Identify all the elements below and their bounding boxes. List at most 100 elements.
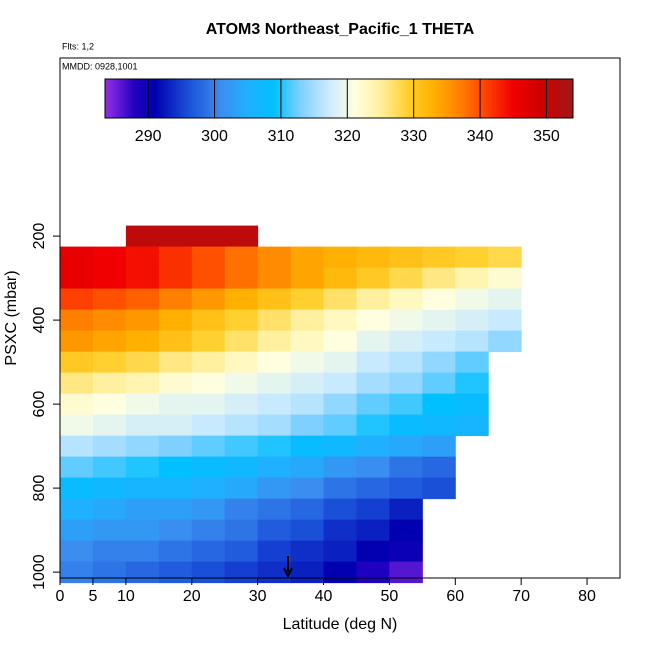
heatmap-cell [488,330,522,353]
heatmap-cell [158,225,193,248]
heatmap-cell [389,477,423,500]
heatmap-cell [92,309,127,332]
heatmap-cell [60,288,94,311]
heatmap-cell [191,225,226,248]
heatmap-cell [422,435,456,458]
heatmap-cell [323,456,357,479]
heatmap-cell [455,414,489,437]
heatmap-cell [92,372,127,395]
heatmap-cell [455,330,489,353]
heatmap-cell [125,435,160,458]
heatmap-cell [60,477,94,500]
heatmap-cell [158,414,193,437]
heatmap-cell [455,393,489,416]
heatmap-cell [323,267,357,290]
heatmap-cell [323,351,357,374]
heatmap-cell [158,540,193,563]
heatmap-cell [158,330,193,353]
heatmap-cell [92,561,127,584]
heatmap-cell [158,561,193,584]
heatmap-cell [356,246,390,269]
heatmap-cell [224,246,259,269]
heatmap-cell [191,435,226,458]
heatmap-cell [257,288,292,311]
x-tick-label: 20 [183,588,201,605]
heatmap-cell [191,456,226,479]
heatmap-cell [60,435,94,458]
heatmap-cell [125,267,160,290]
heatmap-cell [389,246,423,269]
heatmap-cell [158,309,193,332]
heatmap-cell [257,498,292,521]
heatmap-cell [389,561,423,584]
heatmap-cell [158,267,193,290]
heatmap-cell [158,435,193,458]
colorbar-tick-label: 350 [533,128,560,145]
heatmap-cell [60,309,94,332]
heatmap-cell [158,456,193,479]
colorbar [104,78,574,119]
colorbar-tick-label: 320 [334,128,361,145]
heatmap-cell [290,288,325,311]
heatmap-cell [224,519,259,542]
heatmap-cell [389,393,423,416]
heatmap-cell [158,498,193,521]
heatmap-cell [356,393,390,416]
heatmap-cell [389,456,423,479]
heatmap-cell [92,519,127,542]
heatmap-cell [125,477,160,500]
subtitle: Flts: 1,2 [62,41,94,51]
heatmap-cell [257,393,292,416]
heatmap-cell [60,246,94,269]
heatmap-cell [191,246,226,269]
y-tick-label: 1000 [31,554,48,590]
heatmap-cell [422,477,456,500]
heatmap-cell [92,540,127,563]
heatmap-cell [422,414,456,437]
heatmap-cell [389,498,423,521]
heatmap-cell [257,519,292,542]
heatmap-cell [224,330,259,353]
subtitle: MMDD: 0928,1001 [62,61,138,71]
heatmap-cell [191,309,226,332]
heatmap-cell [356,267,390,290]
heatmap-cell [191,267,226,290]
heatmap-cell [455,246,489,269]
heatmap-cell [125,246,160,269]
heatmap-cell [422,456,456,479]
colorbar-tick-label: 310 [268,128,295,145]
heatmap-cell [191,330,226,353]
heatmap-cell [125,561,160,584]
heatmap [60,225,522,584]
heatmap-cell [60,393,94,416]
heatmap-cell [356,351,390,374]
heatmap-cell [356,309,390,332]
heatmap-cell [356,435,390,458]
heatmap-cell [191,372,226,395]
heatmap-cell [356,561,390,584]
heatmap-cell [389,435,423,458]
heatmap-cell [389,540,423,563]
heatmap-cell [422,393,456,416]
heatmap-cell [290,414,325,437]
heatmap-cell [158,393,193,416]
heatmap-cell [323,498,357,521]
heatmap-cell [60,519,94,542]
heatmap-cell [290,561,325,584]
heatmap-cell [191,393,226,416]
heatmap-cell [323,414,357,437]
heatmap-cell [191,561,226,584]
x-tick-label: 80 [578,588,596,605]
heatmap-cell [257,372,292,395]
x-tick-label: 10 [117,588,135,605]
heatmap-cell [290,477,325,500]
heatmap-cell [323,330,357,353]
heatmap-cell [455,309,489,332]
x-tick-label: 40 [315,588,333,605]
heatmap-cell [60,498,94,521]
heatmap-cell [125,309,160,332]
heatmap-cell [257,477,292,500]
heatmap-cell [257,414,292,437]
colorbar-tick-label: 290 [135,128,162,145]
